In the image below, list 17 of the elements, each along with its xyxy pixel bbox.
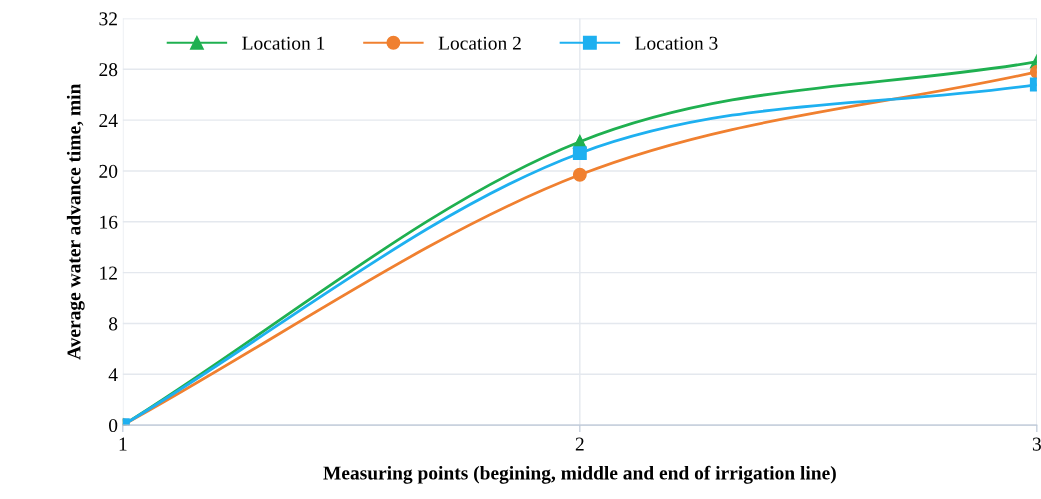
y-tick-label: 8 <box>109 317 118 331</box>
y-tick-label: 28 <box>99 63 118 77</box>
y-tick-label: 0 <box>109 418 118 433</box>
x-tick-label: 2 <box>575 437 584 451</box>
x-axis-title: Measuring points (begining, middle and end of irrigation line) <box>323 465 836 484</box>
x-tick-label: 1 <box>119 437 127 451</box>
y-tick-label: 32 <box>99 12 117 26</box>
legend-label: Location 3 <box>635 36 718 50</box>
x-tick-label: 3 <box>1032 437 1041 451</box>
y-axis-title: Average water advance time, min <box>66 83 85 360</box>
legend-label: Location 1 <box>242 36 325 50</box>
y-tick-label: 20 <box>99 164 118 178</box>
y-tick-label: 4 <box>108 368 118 382</box>
y-tick-label: 12 <box>100 266 117 280</box>
legend-label: Location 2 <box>438 36 521 50</box>
y-tick-label: 24 <box>99 114 118 127</box>
y-tick-label: 16 <box>100 215 118 229</box>
